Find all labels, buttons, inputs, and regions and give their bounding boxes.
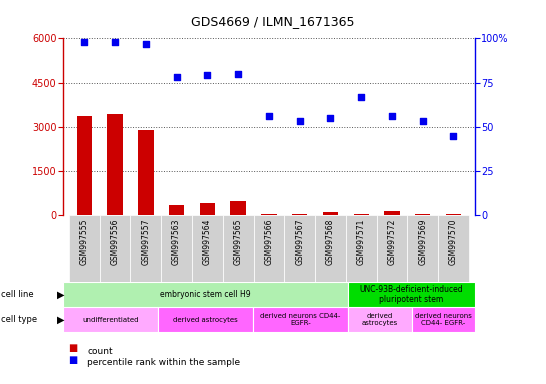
FancyBboxPatch shape <box>161 215 192 282</box>
Bar <box>76 116 92 215</box>
Text: count: count <box>87 347 113 356</box>
Text: GSM997563: GSM997563 <box>172 218 181 265</box>
FancyBboxPatch shape <box>315 215 346 282</box>
Point <box>295 118 304 124</box>
FancyBboxPatch shape <box>253 307 348 332</box>
Text: ■: ■ <box>68 355 78 365</box>
Text: ▶: ▶ <box>57 314 65 325</box>
FancyBboxPatch shape <box>438 215 469 282</box>
Text: GSM997570: GSM997570 <box>449 218 458 265</box>
Point <box>111 39 120 45</box>
Bar <box>353 214 369 215</box>
FancyBboxPatch shape <box>412 307 475 332</box>
FancyBboxPatch shape <box>63 307 158 332</box>
FancyBboxPatch shape <box>192 215 223 282</box>
Bar <box>292 214 307 215</box>
Text: derived neurons CD44-
EGFR-: derived neurons CD44- EGFR- <box>260 313 341 326</box>
FancyBboxPatch shape <box>348 307 412 332</box>
Text: cell line: cell line <box>1 290 34 299</box>
Text: ▶: ▶ <box>57 290 65 300</box>
Text: undifferentiated: undifferentiated <box>82 317 139 323</box>
FancyBboxPatch shape <box>253 215 284 282</box>
Bar <box>261 214 277 215</box>
Bar <box>108 114 123 215</box>
Bar <box>415 214 430 215</box>
Text: derived astrocytes: derived astrocytes <box>173 317 238 323</box>
Point <box>388 113 396 119</box>
Text: GDS4669 / ILMN_1671365: GDS4669 / ILMN_1671365 <box>191 15 355 28</box>
Bar <box>169 205 185 215</box>
Bar <box>200 203 215 215</box>
FancyBboxPatch shape <box>100 215 130 282</box>
Text: GSM997569: GSM997569 <box>418 218 427 265</box>
Text: GSM997566: GSM997566 <box>264 218 274 265</box>
Text: GSM997571: GSM997571 <box>357 218 366 265</box>
Text: cell type: cell type <box>1 315 37 324</box>
Point <box>264 113 273 119</box>
Text: percentile rank within the sample: percentile rank within the sample <box>87 358 240 367</box>
Point <box>234 71 242 77</box>
Point <box>172 74 181 80</box>
Text: GSM997555: GSM997555 <box>80 218 89 265</box>
Bar <box>446 214 461 215</box>
Point <box>141 41 150 47</box>
Bar <box>138 130 153 215</box>
Point <box>418 118 427 124</box>
FancyBboxPatch shape <box>223 215 253 282</box>
Text: GSM997556: GSM997556 <box>111 218 120 265</box>
FancyBboxPatch shape <box>158 307 253 332</box>
Bar <box>230 200 246 215</box>
Bar <box>323 212 338 215</box>
Text: GSM997557: GSM997557 <box>141 218 150 265</box>
Text: embryonic stem cell H9: embryonic stem cell H9 <box>160 290 251 299</box>
Text: GSM997565: GSM997565 <box>234 218 242 265</box>
Text: GSM997568: GSM997568 <box>326 218 335 265</box>
Text: UNC-93B-deficient-induced
pluripotent stem: UNC-93B-deficient-induced pluripotent st… <box>360 285 464 305</box>
Text: GSM997564: GSM997564 <box>203 218 212 265</box>
Point <box>357 94 366 100</box>
Bar <box>384 211 400 215</box>
FancyBboxPatch shape <box>348 282 475 307</box>
FancyBboxPatch shape <box>407 215 438 282</box>
FancyBboxPatch shape <box>63 282 348 307</box>
Point <box>203 73 212 79</box>
Text: GSM997567: GSM997567 <box>295 218 304 265</box>
Text: ■: ■ <box>68 343 78 353</box>
FancyBboxPatch shape <box>69 215 100 282</box>
Text: derived
astrocytes: derived astrocytes <box>362 313 398 326</box>
Point <box>80 39 88 45</box>
FancyBboxPatch shape <box>346 215 377 282</box>
FancyBboxPatch shape <box>377 215 407 282</box>
Point <box>326 115 335 121</box>
Text: derived neurons
CD44- EGFR-: derived neurons CD44- EGFR- <box>415 313 472 326</box>
Text: GSM997572: GSM997572 <box>388 218 396 265</box>
Point <box>449 132 458 139</box>
FancyBboxPatch shape <box>284 215 315 282</box>
FancyBboxPatch shape <box>130 215 161 282</box>
